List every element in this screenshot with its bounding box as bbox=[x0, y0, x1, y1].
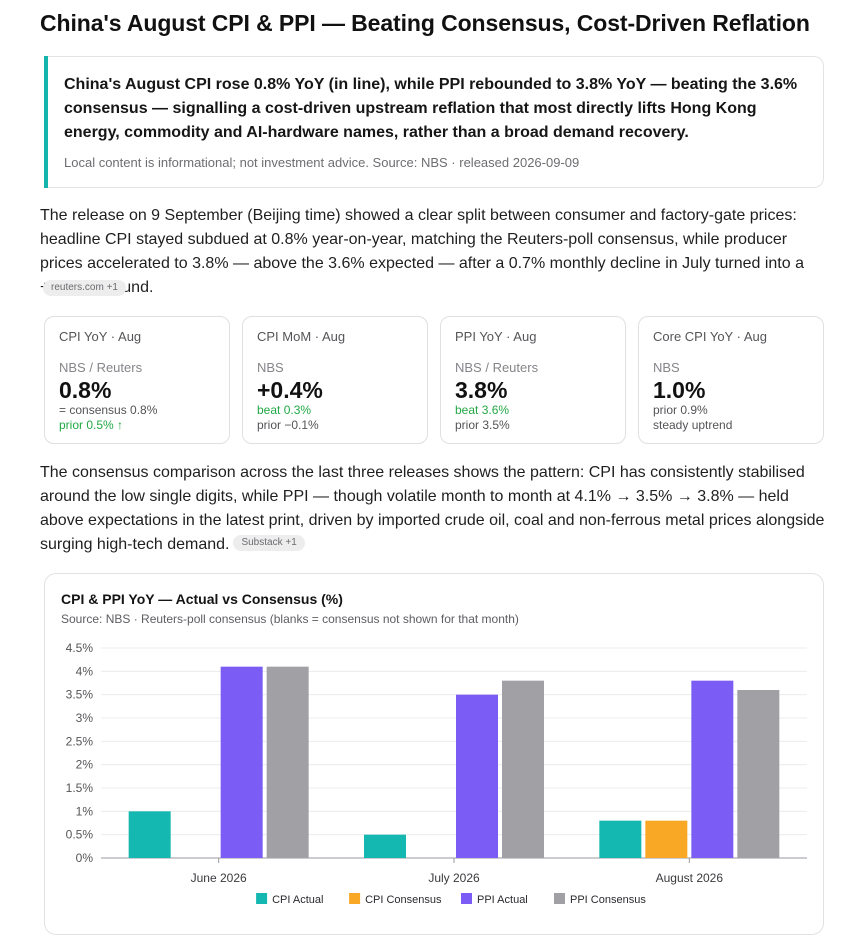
stat-card-prior: prior 3.5% bbox=[455, 418, 510, 432]
stat-card-label: CPI YoY · Aug bbox=[59, 329, 142, 344]
stat-card-prior: prior −0.1% bbox=[257, 418, 319, 432]
y-tick-label: 1% bbox=[76, 804, 94, 818]
legend-swatch bbox=[461, 893, 472, 904]
stat-card-source: NBS bbox=[257, 360, 284, 375]
y-tick-label: 4.5% bbox=[66, 641, 94, 655]
stat-card-value: 1.0% bbox=[653, 377, 706, 403]
cpi-ppi-bar-chart: 0% 0.5% 1% 1.5% 2% 2.5% 3% 3.5% 4% 4.5% June 2026 J… bbox=[66, 641, 807, 906]
y-tick-label: 0% bbox=[76, 851, 94, 865]
y-tick-label: 0.5% bbox=[66, 828, 94, 842]
bar-cpi-actual bbox=[128, 811, 171, 858]
stat-card-label: CPI MoM · Aug bbox=[257, 329, 346, 344]
summary-callout: China's August CPI rose 0.8% YoY (in lin… bbox=[44, 56, 824, 188]
bar-cpi-actual bbox=[599, 820, 642, 858]
stat-card-consensus: = consensus 0.8% bbox=[59, 403, 158, 417]
x-tick-label: June 2026 bbox=[191, 871, 247, 885]
stat-card-source: NBS bbox=[653, 360, 680, 375]
stat-card-core-cpi: Core CPI YoY · Aug NBS 1.0% prior 0.9% s… bbox=[638, 316, 824, 444]
bar-ppi-consensus bbox=[502, 680, 544, 858]
bar-cpi-actual bbox=[364, 834, 406, 858]
stat-card-cpi-yoy: CPI YoY · Aug NBS / Reuters 0.8% = conse… bbox=[44, 316, 230, 444]
chart-subtitle: Source: NBS · Reuters-poll consensus (bl… bbox=[61, 612, 519, 626]
callout-disclaimer: Local content is informational; not inve… bbox=[64, 155, 580, 170]
analysis-paragraph: The consensus comparison across the last… bbox=[40, 461, 830, 557]
x-tick-label: August 2026 bbox=[656, 871, 724, 885]
page-title: China's August CPI & PPI — Beating Conse… bbox=[40, 10, 810, 36]
bar-ppi-consensus bbox=[737, 690, 780, 858]
y-tick-label: 2% bbox=[76, 758, 94, 772]
stat-card-consensus: beat 3.6% bbox=[455, 403, 510, 417]
legend-label: CPI Actual bbox=[272, 894, 323, 906]
analysis-paragraph-text: The consensus comparison across the last… bbox=[40, 464, 825, 553]
legend-swatch bbox=[256, 893, 268, 904]
stat-card-source: NBS / Reuters bbox=[455, 360, 539, 375]
stat-card-source: NBS / Reuters bbox=[59, 360, 143, 375]
stat-card-consensus: beat 0.3% bbox=[257, 403, 312, 417]
stat-card-ppi-yoy: PPI YoY · Aug NBS / Reuters 3.8% beat 3.… bbox=[440, 316, 626, 444]
bar-ppi-consensus bbox=[266, 666, 309, 858]
intro-paragraph: The release on 9 September (Beijing time… bbox=[40, 207, 804, 296]
stat-card-prior: prior 0.9% bbox=[653, 403, 708, 417]
source-chip-reuters[interactable]: reuters.com +1 bbox=[43, 280, 126, 296]
stat-card-value: 3.8% bbox=[455, 377, 508, 403]
chart-card: CPI & PPI YoY — Actual vs Consensus (%) … bbox=[44, 573, 824, 935]
y-tick-label: 3.5% bbox=[66, 688, 94, 702]
stat-card-cpi-mom: CPI MoM · Aug NBS +0.4% beat 0.3% prior … bbox=[242, 316, 428, 444]
legend-label: PPI Actual bbox=[477, 894, 528, 906]
legend-label: CPI Consensus bbox=[365, 894, 442, 906]
stat-card-prior: prior 0.5% ↑ bbox=[59, 418, 124, 432]
y-tick-label: 1.5% bbox=[66, 781, 94, 795]
bar-ppi-actual bbox=[691, 680, 734, 858]
bar-cpi-consensus bbox=[645, 820, 688, 858]
stat-card-label: Core CPI YoY · Aug bbox=[653, 329, 767, 344]
stat-card-value: 0.8% bbox=[59, 377, 112, 403]
x-tick-label: July 2026 bbox=[428, 871, 480, 885]
legend-label: PPI Consensus bbox=[570, 894, 646, 906]
stat-card-label: PPI YoY · Aug bbox=[455, 329, 537, 344]
legend-swatch bbox=[349, 893, 361, 904]
y-tick-label: 3% bbox=[76, 711, 94, 725]
legend-swatch bbox=[554, 893, 565, 904]
bar-ppi-actual bbox=[456, 694, 498, 858]
callout-accent-bar bbox=[44, 56, 48, 188]
source-chip-substack[interactable]: Substack +1 bbox=[233, 534, 305, 551]
chart-title: CPI & PPI YoY — Actual vs Consensus (%) bbox=[61, 591, 343, 607]
callout-summary-text: China's August CPI rose 0.8% YoY (in lin… bbox=[64, 76, 798, 141]
stat-card-trend: steady uptrend bbox=[653, 418, 733, 432]
y-tick-label: 4% bbox=[76, 664, 94, 678]
bar-ppi-actual bbox=[220, 666, 263, 858]
y-tick-label: 2.5% bbox=[66, 734, 94, 748]
stat-card-value: +0.4% bbox=[257, 377, 323, 403]
